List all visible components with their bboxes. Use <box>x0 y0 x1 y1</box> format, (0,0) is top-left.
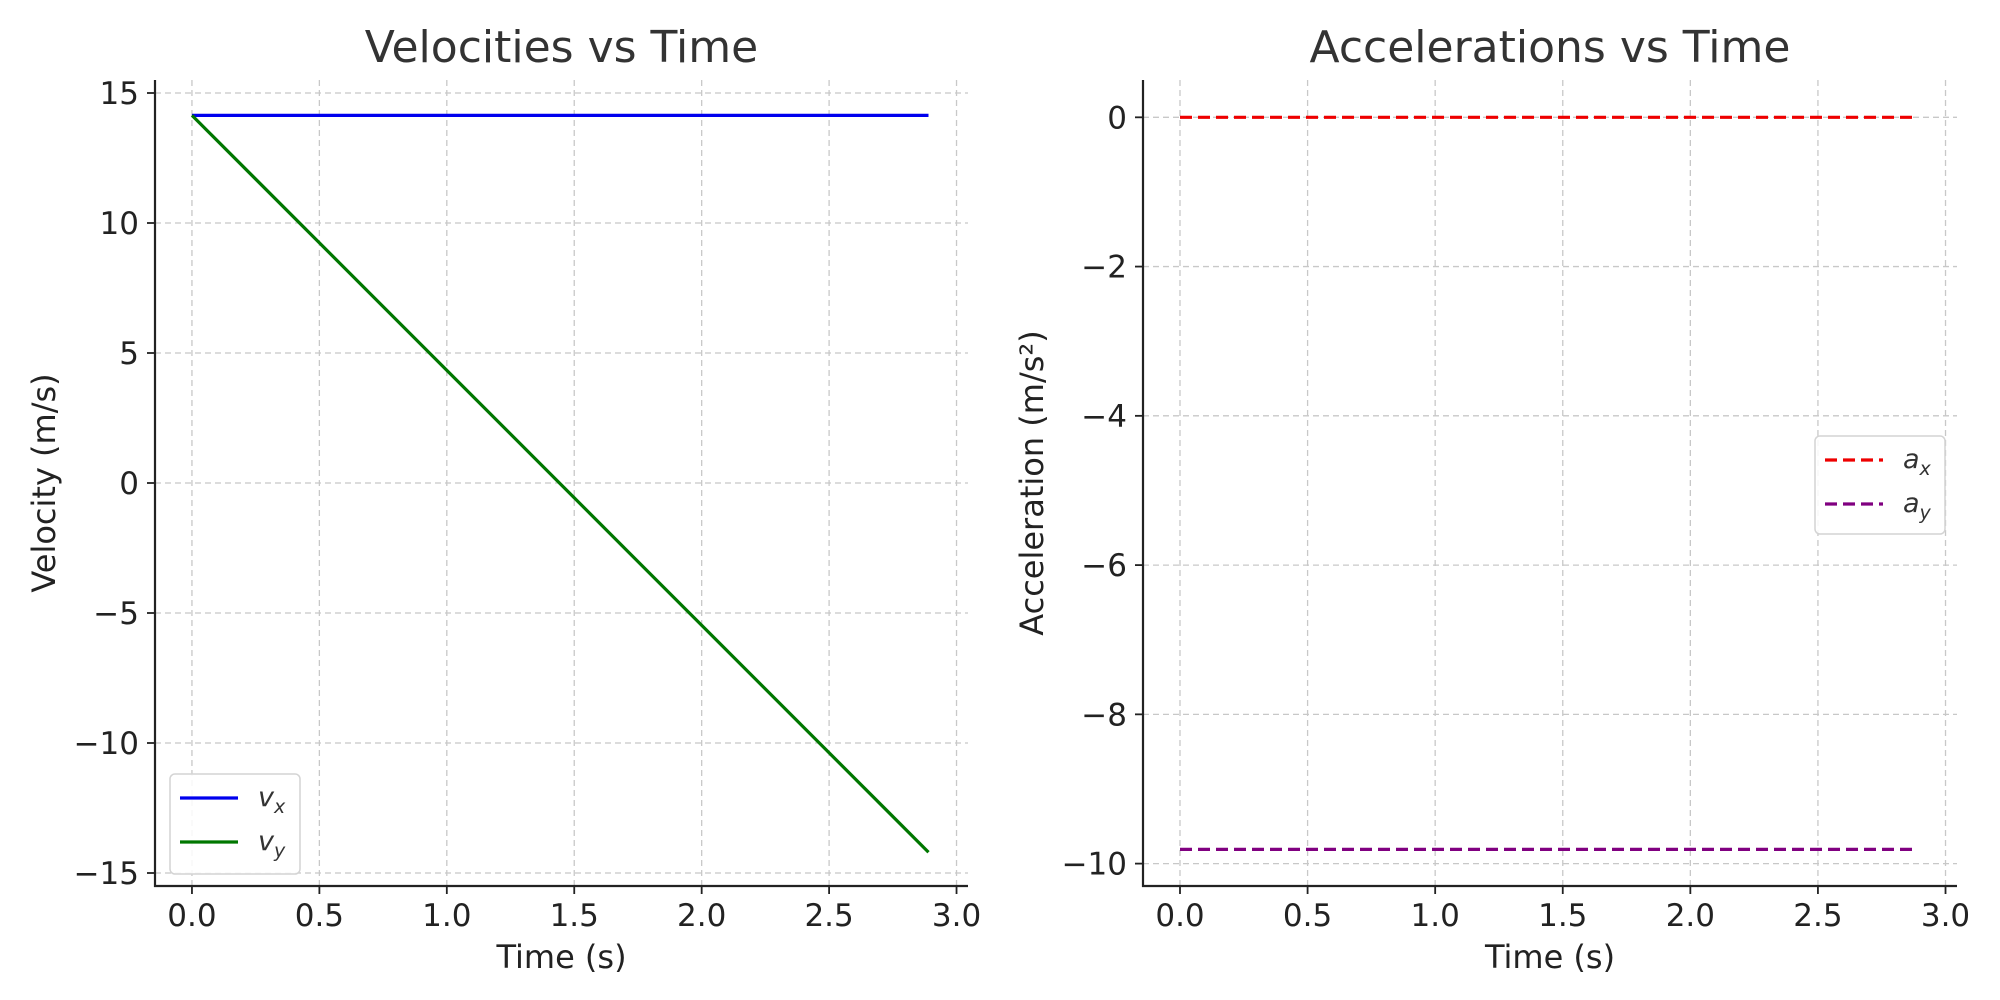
x-tick-label: 1.0 <box>1411 898 1460 934</box>
legend-label-base: a <box>1903 444 1920 475</box>
x-tick-label: 2.5 <box>804 898 853 934</box>
chart-2: 0.0 0.5 1.0 1.5 2.0 2.5 3.0 0 −2 −4 −6 −8 −10 Acceler… <box>1013 22 1970 976</box>
x-tick-label: 1.0 <box>422 898 471 934</box>
x-tick-label: 0.0 <box>167 898 216 934</box>
y-tick-label: 0 <box>1107 100 1127 136</box>
legend-label-base: v <box>258 782 275 813</box>
x-tick-label: 0.0 <box>1155 898 1204 934</box>
chart-1: 0.0 0.5 1.0 1.5 2.0 2.5 3.0 15 10 5 0 −5 −10 −15 Veloc… <box>25 22 981 976</box>
legend-label: ay <box>1903 488 1932 524</box>
y-tick-label: −6 <box>1081 548 1127 584</box>
legend-label: ax <box>1903 444 1932 480</box>
x-tick-label: 1.5 <box>550 898 599 934</box>
legend-label-subscript: x <box>1919 458 1932 480</box>
y-tick-label: −10 <box>74 726 139 762</box>
chart-title: Velocities vs Time <box>365 22 758 73</box>
x-tick-label: 3.0 <box>1921 898 1970 934</box>
chart-title: Accelerations vs Time <box>1310 22 1791 73</box>
y-tick-label: −5 <box>93 596 139 632</box>
x-tick-label: 3.0 <box>932 898 981 934</box>
y-tick-label: 10 <box>100 206 139 242</box>
y-tick-label: −4 <box>1081 399 1127 435</box>
y-tick-label: 5 <box>119 336 139 372</box>
y-tick-label: −10 <box>1062 847 1127 883</box>
x-axis-label: Time (s) <box>1484 938 1615 976</box>
x-tick-label: 2.5 <box>1793 898 1842 934</box>
legend-label-subscript: y <box>273 840 286 862</box>
x-tick-label: 1.5 <box>1538 898 1587 934</box>
legend-label-base: v <box>258 826 275 857</box>
y-tick-label: −2 <box>1081 250 1127 286</box>
y-tick-label: 0 <box>119 466 139 502</box>
legend-label: vx <box>258 782 286 818</box>
legend-label-subscript: y <box>1919 502 1932 524</box>
y-tick-label: 15 <box>100 76 139 112</box>
legend-label-subscript: x <box>273 796 286 818</box>
x-tick-label: 0.5 <box>1283 898 1332 934</box>
legend-label-base: a <box>1903 488 1920 519</box>
x-tick-label: 2.0 <box>1666 898 1715 934</box>
y-tick-label: −8 <box>1081 697 1127 733</box>
y-axis-label: Velocity (m/s) <box>25 373 63 592</box>
x-axis-label: Time (s) <box>495 938 626 976</box>
x-tick-label: 0.5 <box>295 898 344 934</box>
legend-label: vy <box>258 826 286 862</box>
y-tick-label: −15 <box>74 856 139 892</box>
y-axis-label: Acceleration (m/s²) <box>1013 330 1051 635</box>
series-line-v-y <box>190 114 930 854</box>
x-tick-label: 2.0 <box>677 898 726 934</box>
